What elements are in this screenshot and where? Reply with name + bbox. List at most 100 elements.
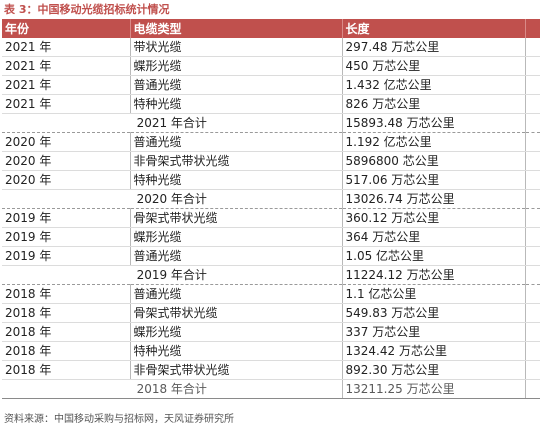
cell-subtotal-length: 15893.48 万芯公里 [342, 113, 526, 133]
table-row: 2020 年普通光缆 1.192 亿芯公里 [2, 132, 540, 152]
cell-subtotal-label: 2020 年合计 [2, 189, 343, 209]
cell-spacer [525, 189, 540, 209]
table-row: 2020 年特种光缆 517.06 万芯公里 [2, 170, 540, 190]
cell-cable-type: 蝶形光缆 [130, 227, 343, 247]
cell-cable-type: 带状光缆 [130, 38, 343, 57]
cell-cable-type: 普通光缆 [130, 284, 343, 304]
cell-subtotal-length: 13026.74 万芯公里 [342, 189, 526, 209]
table-row: 2019 年蝶形光缆 364 万芯公里 [2, 227, 540, 247]
cell-spacer [525, 246, 540, 266]
cell-year: 2019 年 [2, 246, 131, 266]
table-body: 2021 年带状光缆 297.48 万芯公里 2021 年蝶形光缆 450 万芯公里 2… [2, 38, 540, 399]
subtotal-row: 2020 年合计 13026.74 万芯公里 [2, 189, 540, 209]
cell-length: 1.1 亿芯公里 [342, 284, 526, 304]
cell-length: 450 万芯公里 [342, 56, 526, 76]
cell-spacer [525, 284, 540, 304]
cell-cable-type: 骨架式带状光缆 [130, 303, 343, 323]
table-row: 2018 年骨架式带状光缆 549.83 万芯公里 [2, 303, 540, 323]
cell-year: 2020 年 [2, 151, 131, 171]
cell-spacer [525, 227, 540, 247]
cell-cable-type: 蝶形光缆 [130, 322, 343, 342]
cell-cable-type: 非骨架式带状光缆 [130, 151, 343, 171]
table-row: 2021 年带状光缆 297.48 万芯公里 [2, 38, 540, 57]
cell-subtotal-label: 2018 年合计 [2, 379, 343, 399]
cell-spacer [525, 265, 540, 285]
table-row: 2018 年非骨架式带状光缆 892.30 万芯公里 [2, 360, 540, 380]
table-row: 2018 年蝶形光缆 337 万芯公里 [2, 322, 540, 342]
cell-spacer [525, 56, 540, 76]
cell-spacer [525, 303, 540, 323]
cell-year: 2018 年 [2, 341, 131, 361]
header-year: 年份 [2, 19, 131, 38]
table-row: 2020 年非骨架式带状光缆 5896800 芯公里 [2, 151, 540, 171]
table-row: 2021 年普通光缆 1.432 亿芯公里 [2, 75, 540, 95]
cell-length: 1.432 亿芯公里 [342, 75, 526, 95]
cell-year: 2021 年 [2, 56, 131, 76]
cell-year: 2020 年 [2, 170, 131, 190]
cell-cable-type: 特种光缆 [130, 94, 343, 114]
table-row: 2018 年普通光缆 1.1 亿芯公里 [2, 284, 540, 304]
cell-year: 2020 年 [2, 132, 131, 152]
table-row: 2019 年骨架式带状光缆 360.12 万芯公里 [2, 208, 540, 228]
cell-subtotal-length: 13211.25 万芯公里 [342, 379, 526, 399]
cell-cable-type: 非骨架式带状光缆 [130, 360, 343, 380]
cell-year: 2021 年 [2, 75, 131, 95]
cell-cable-type: 普通光缆 [130, 246, 343, 266]
cell-spacer [525, 94, 540, 114]
cell-length: 826 万芯公里 [342, 94, 526, 114]
table-row: 2021 年特种光缆 826 万芯公里 [2, 94, 540, 114]
cell-year: 2018 年 [2, 303, 131, 323]
cell-spacer [525, 132, 540, 152]
subtotal-row: 2021 年合计 15893.48 万芯公里 [2, 113, 540, 133]
table-row: 2018 年特种光缆 1324.42 万芯公里 [2, 341, 540, 361]
table-header-row: 年份 电缆类型 长度 [2, 19, 540, 38]
cell-year: 2019 年 [2, 227, 131, 247]
cell-subtotal-label: 2021 年合计 [2, 113, 343, 133]
cell-year: 2018 年 [2, 284, 131, 304]
cell-length: 892.30 万芯公里 [342, 360, 526, 380]
cell-cable-type: 特种光缆 [130, 341, 343, 361]
cell-spacer [525, 322, 540, 342]
cell-length: 1.192 亿芯公里 [342, 132, 526, 152]
cell-year: 2021 年 [2, 94, 131, 114]
cell-year: 2019 年 [2, 208, 131, 228]
cell-length: 549.83 万芯公里 [342, 303, 526, 323]
cell-length: 1.05 亿芯公里 [342, 246, 526, 266]
cell-spacer [525, 75, 540, 95]
cell-cable-type: 特种光缆 [130, 170, 343, 190]
cell-year: 2021 年 [2, 38, 131, 57]
cell-length: 517.06 万芯公里 [342, 170, 526, 190]
subtotal-row: 2018 年合计 13211.25 万芯公里 [2, 379, 540, 399]
cell-spacer [525, 341, 540, 361]
cell-length: 364 万芯公里 [342, 227, 526, 247]
header-length: 长度 [342, 19, 526, 38]
cell-year: 2018 年 [2, 360, 131, 380]
cell-year: 2018 年 [2, 322, 131, 342]
cell-length: 297.48 万芯公里 [342, 38, 526, 57]
cell-length: 1324.42 万芯公里 [342, 341, 526, 361]
bidding-table: 年份 电缆类型 长度 2021 年带状光缆 297.48 万芯公里 2021 年蝶形… [2, 19, 540, 399]
cell-spacer [525, 113, 540, 133]
cell-spacer [525, 208, 540, 228]
cell-length: 360.12 万芯公里 [342, 208, 526, 228]
cell-spacer [525, 170, 540, 190]
table-row: 2021 年蝶形光缆 450 万芯公里 [2, 56, 540, 76]
cell-subtotal-label: 2019 年合计 [2, 265, 343, 285]
table-title: 表 3：中国移动光缆招标统计情况 [4, 3, 170, 16]
cell-cable-type: 蝶形光缆 [130, 56, 343, 76]
cell-length: 337 万芯公里 [342, 322, 526, 342]
cell-cable-type: 普通光缆 [130, 132, 343, 152]
cell-spacer [525, 151, 540, 171]
table-row: 2019 年普通光缆 1.05 亿芯公里 [2, 246, 540, 266]
subtotal-row: 2019 年合计 11224.12 万芯公里 [2, 265, 540, 285]
cell-subtotal-length: 11224.12 万芯公里 [342, 265, 526, 285]
cell-cable-type: 普通光缆 [130, 75, 343, 95]
source-note: 资料来源：中国移动采购与招标网，天风证券研究所 [4, 414, 234, 425]
cell-length: 5896800 芯公里 [342, 151, 526, 171]
cell-spacer [525, 379, 540, 399]
cell-spacer [525, 38, 540, 57]
header-cable-type: 电缆类型 [130, 19, 343, 38]
cell-cable-type: 骨架式带状光缆 [130, 208, 343, 228]
header-spacer [525, 19, 540, 38]
cell-spacer [525, 360, 540, 380]
